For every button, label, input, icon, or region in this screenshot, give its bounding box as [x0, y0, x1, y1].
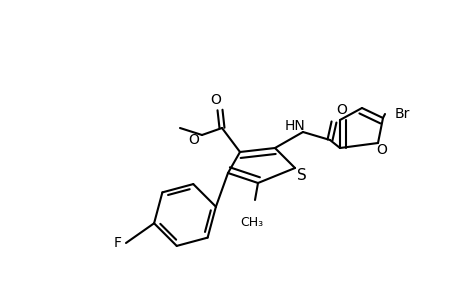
Text: O: O [188, 133, 199, 147]
Text: S: S [297, 167, 306, 182]
Text: Br: Br [394, 107, 409, 121]
Text: CH₃: CH₃ [240, 216, 263, 229]
Text: O: O [210, 93, 221, 107]
Text: F: F [114, 236, 122, 250]
Text: HN: HN [284, 119, 305, 133]
Text: O: O [336, 103, 347, 117]
Text: O: O [376, 143, 386, 157]
Text: methyl: methyl [0, 299, 1, 300]
Text: methyl: methyl [0, 299, 1, 300]
